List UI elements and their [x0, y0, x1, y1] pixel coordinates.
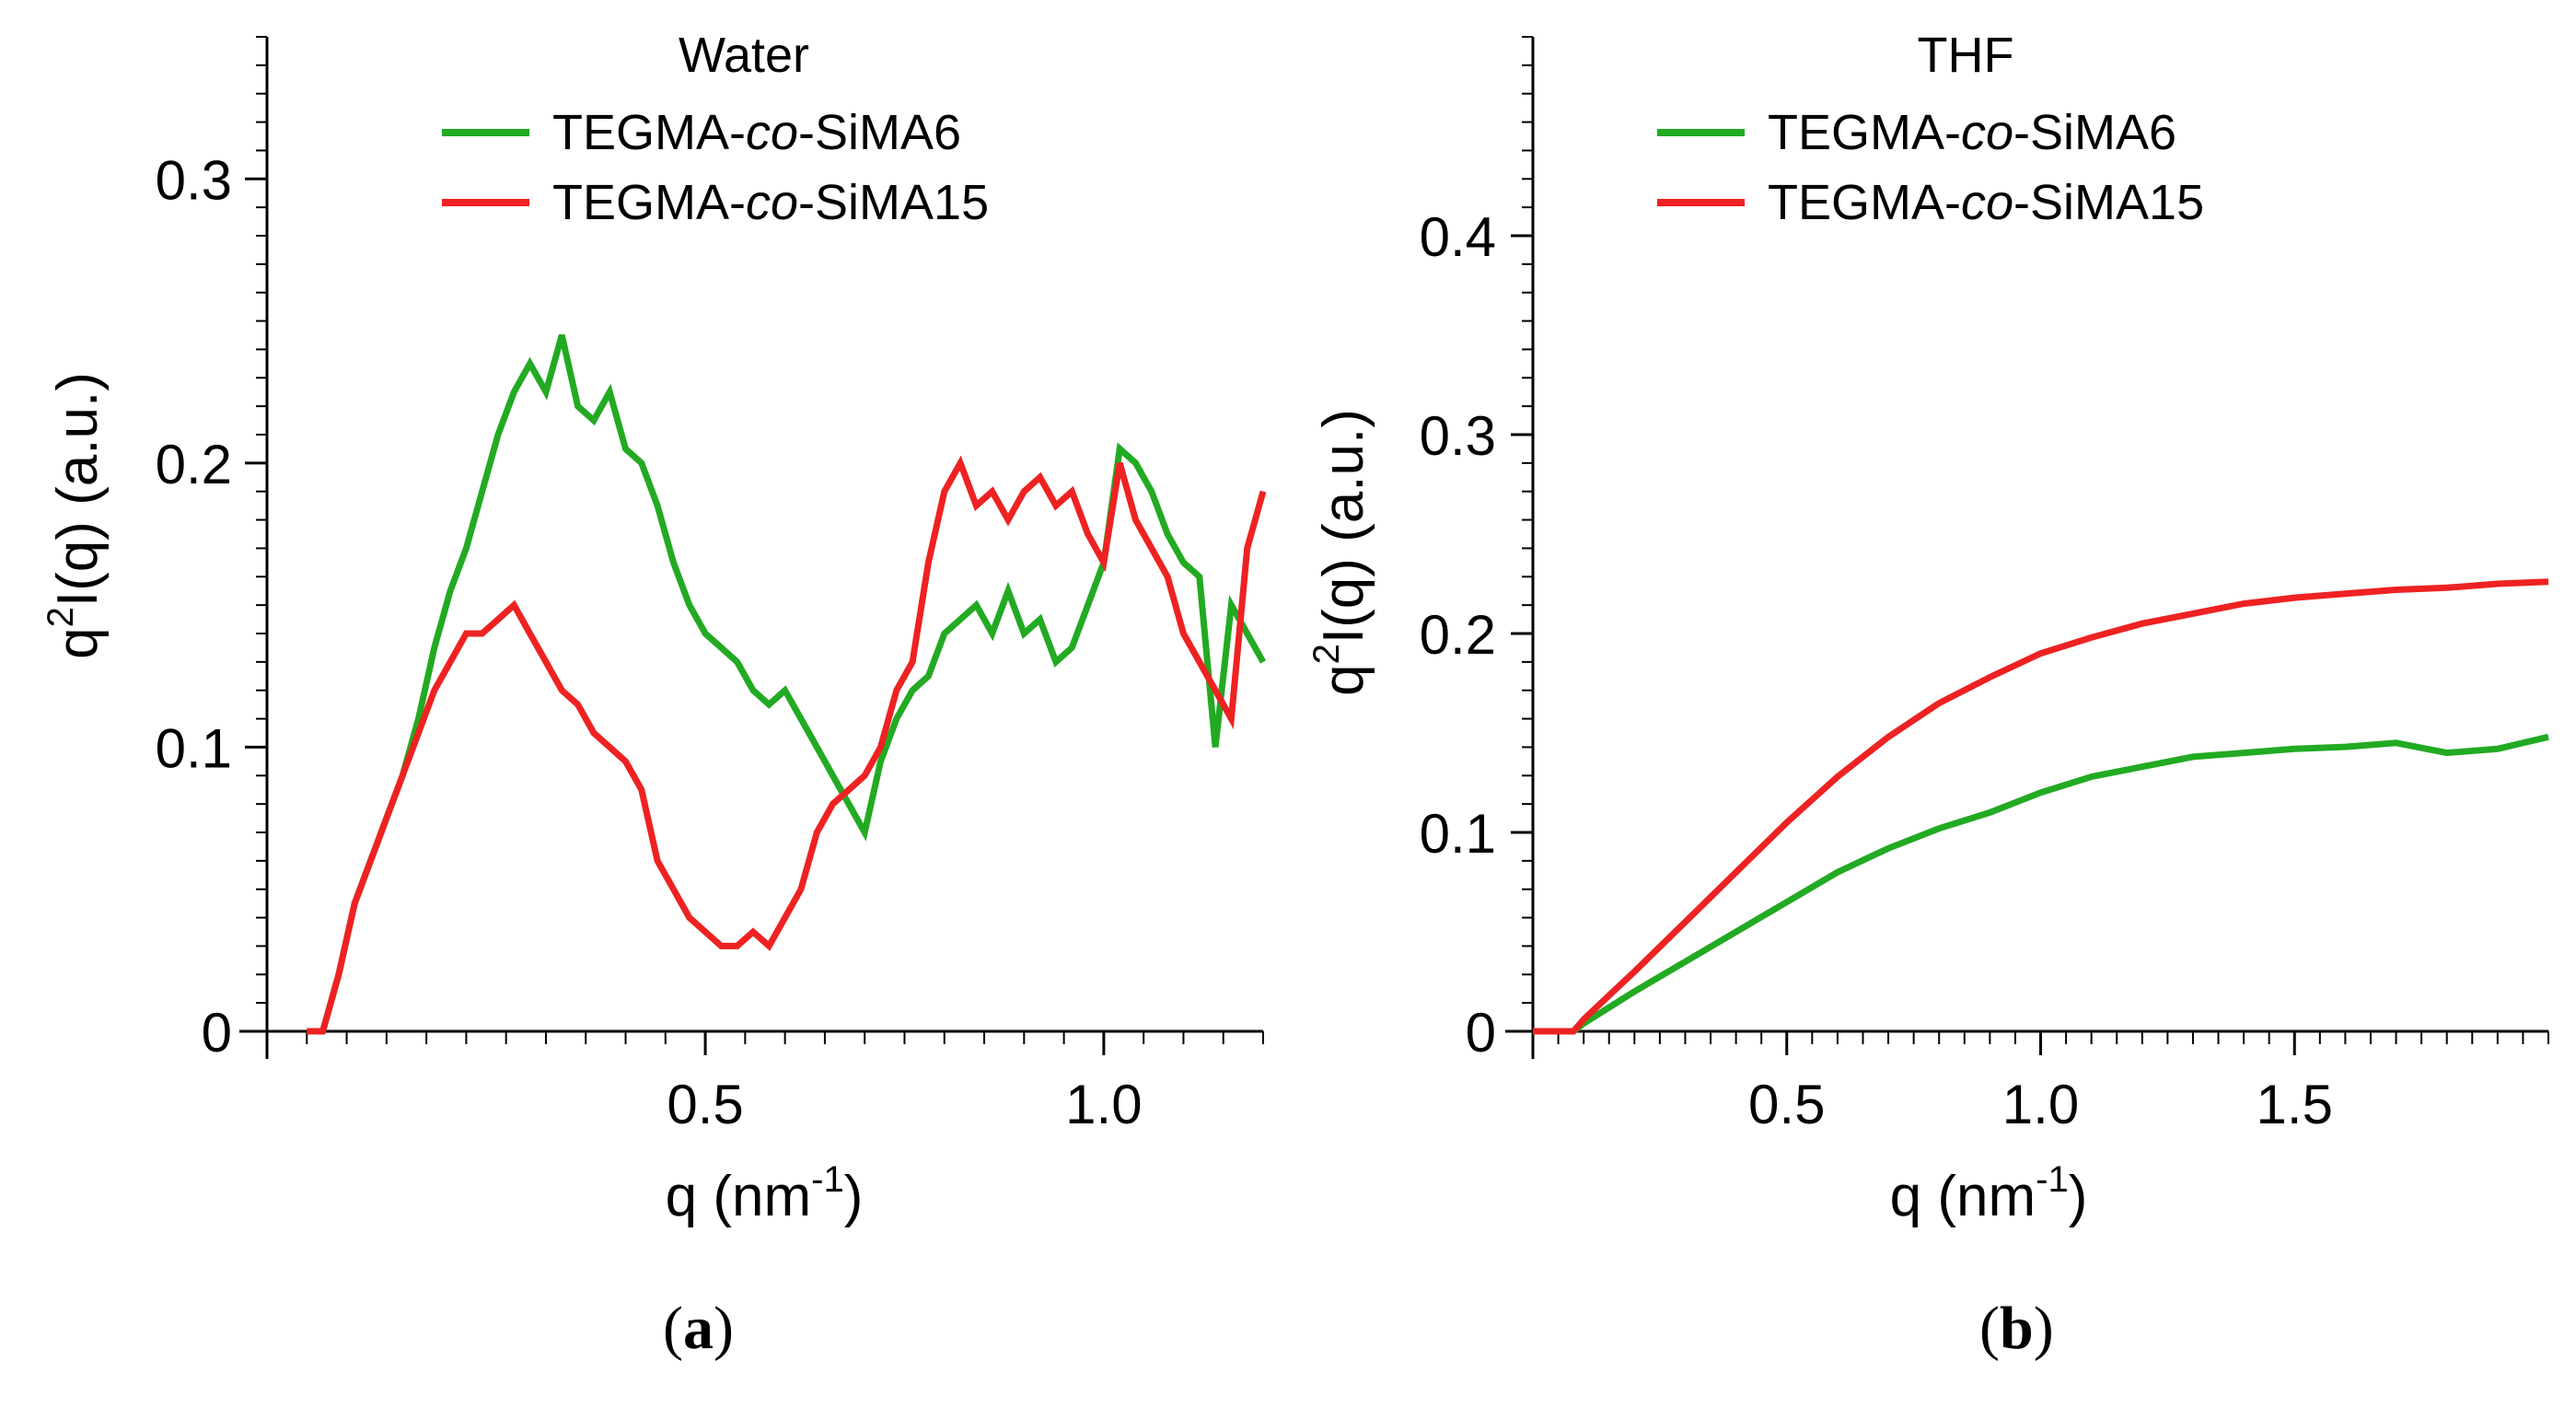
y-tick-label: 0 [202, 1002, 232, 1064]
x-tick-label: 0.5 [1748, 1074, 1825, 1135]
y-axis-label: q2I(q) (a.u.) [41, 372, 110, 659]
x-tick-label: 1.5 [2257, 1074, 2333, 1135]
y-tick-label: 0.1 [156, 717, 232, 779]
legend-label-0: TEGMA-co-SiMA6 [552, 105, 961, 160]
y-tick-label: 0.2 [156, 434, 232, 495]
y-tick-label: 0.3 [156, 149, 232, 211]
chart-title: THF [1918, 28, 2014, 83]
x-tick-label: 0.5 [667, 1074, 743, 1135]
y-tick-label: 0.4 [1420, 206, 1496, 268]
series-line-1 [1533, 578, 2549, 1035]
chart-b: 0 0.1 0.2 0.3 0.4 0.5 1.0 1.5 THF q (nm-1) q2I(q) … [1306, 28, 2549, 1228]
y-tick-label: 0 [1466, 1002, 1496, 1064]
panel-label-a: (a) [663, 1295, 734, 1362]
y-tick-label: 0.1 [1420, 803, 1496, 865]
legend-label-1: TEGMA-co-SiMA15 [1768, 175, 2204, 230]
series-line-0 [1533, 733, 2549, 1035]
x-axis-label: q (nm-1) [666, 1159, 864, 1228]
y-axis-label: q2I(q) (a.u.) [1306, 409, 1375, 696]
x-tick-label: 1.0 [2002, 1074, 2079, 1135]
series-line-0 [307, 334, 1267, 1035]
legend-label-0: TEGMA-co-SiMA6 [1768, 105, 2176, 160]
series-line-1 [307, 455, 1267, 1035]
legend-label-1: TEGMA-co-SiMA15 [552, 175, 989, 230]
x-axis-label: q (nm-1) [1890, 1159, 2088, 1228]
y-tick-label: 0.2 [1420, 604, 1496, 666]
y-tick-label: 0.3 [1420, 405, 1496, 467]
chart-title: Water [679, 28, 809, 83]
chart-a: 0 0.1 0.2 0.3 0.5 1.0 Water q (nm-1) q2I(q) (a.u… [41, 28, 1267, 1228]
panel-label-b: (b) [1979, 1295, 2054, 1362]
x-tick-label: 1.0 [1065, 1074, 1142, 1135]
